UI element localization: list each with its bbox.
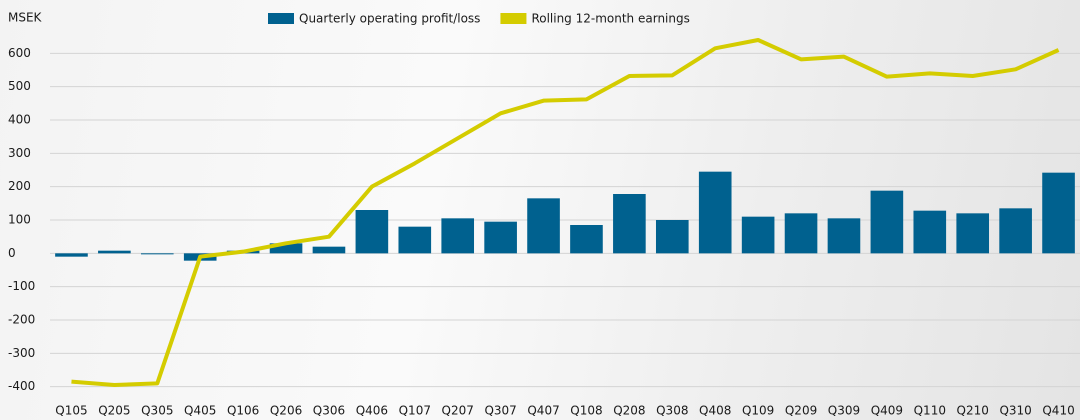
y-axis-label: MSEK bbox=[8, 11, 43, 25]
y-tick-label: -100 bbox=[8, 279, 35, 293]
x-tick-label: Q110 bbox=[914, 404, 946, 418]
bar bbox=[741, 216, 775, 254]
bar bbox=[570, 225, 603, 254]
legend-label: Rolling 12-month earnings bbox=[531, 12, 689, 26]
y-tick-label: -400 bbox=[8, 379, 35, 393]
x-tick-label: Q208 bbox=[613, 404, 645, 418]
bar bbox=[355, 210, 389, 254]
x-tick-label: Q405 bbox=[184, 404, 216, 418]
bar bbox=[55, 253, 88, 257]
y-tick-label: 300 bbox=[8, 146, 31, 160]
y-tick-label: -200 bbox=[8, 313, 35, 327]
bar bbox=[484, 221, 517, 254]
bar bbox=[999, 208, 1032, 254]
x-tick-label: Q409 bbox=[871, 404, 903, 418]
x-tick-label: Q305 bbox=[141, 404, 173, 418]
x-tick-label: Q307 bbox=[484, 404, 516, 418]
legend-swatch bbox=[268, 13, 294, 24]
legend-swatch bbox=[500, 13, 527, 24]
bar bbox=[1042, 172, 1075, 254]
bar bbox=[441, 218, 475, 254]
bar bbox=[269, 243, 303, 254]
x-tick-label: Q205 bbox=[98, 404, 130, 418]
y-tick-label: 500 bbox=[8, 79, 31, 93]
y-tick-label: 200 bbox=[8, 179, 31, 193]
bar bbox=[655, 220, 689, 254]
x-tick-label: Q308 bbox=[656, 404, 688, 418]
x-tick-label: Q107 bbox=[399, 404, 431, 418]
x-tick-label: Q207 bbox=[442, 404, 474, 418]
x-tick-label: Q310 bbox=[999, 404, 1031, 418]
x-tick-label: Q108 bbox=[570, 404, 602, 418]
x-tick-label: Q306 bbox=[313, 404, 345, 418]
y-tick-label: -300 bbox=[8, 346, 35, 360]
legend-label: Quarterly operating profit/loss bbox=[299, 12, 480, 26]
bar bbox=[913, 210, 947, 254]
x-tick-label: Q209 bbox=[785, 404, 817, 418]
line bbox=[71, 38, 1060, 387]
bar bbox=[827, 218, 861, 254]
bar bbox=[784, 213, 818, 254]
x-tick-label: Q210 bbox=[957, 404, 989, 418]
x-tick-label: Q408 bbox=[699, 404, 731, 418]
x-tick-label: Q410 bbox=[1042, 404, 1074, 418]
x-tick-label: Q206 bbox=[270, 404, 302, 418]
bar bbox=[698, 171, 732, 254]
bar bbox=[398, 226, 432, 254]
bar bbox=[98, 250, 131, 254]
bar bbox=[613, 194, 646, 254]
bar bbox=[527, 198, 560, 254]
x-tick-label: Q406 bbox=[356, 404, 388, 418]
y-tick-label: 600 bbox=[8, 46, 31, 60]
bar bbox=[870, 190, 904, 254]
bar bbox=[956, 213, 990, 254]
x-tick-label: Q109 bbox=[742, 404, 774, 418]
x-tick-label: Q106 bbox=[227, 404, 259, 418]
y-tick-label: 100 bbox=[8, 213, 31, 227]
bar bbox=[140, 253, 174, 255]
y-tick-label: 0 bbox=[8, 246, 16, 260]
x-tick-label: Q309 bbox=[828, 404, 860, 418]
y-tick-label: 400 bbox=[8, 113, 31, 127]
bar bbox=[312, 246, 346, 254]
x-tick-label: Q407 bbox=[527, 404, 559, 418]
x-tick-label: Q105 bbox=[55, 404, 87, 418]
